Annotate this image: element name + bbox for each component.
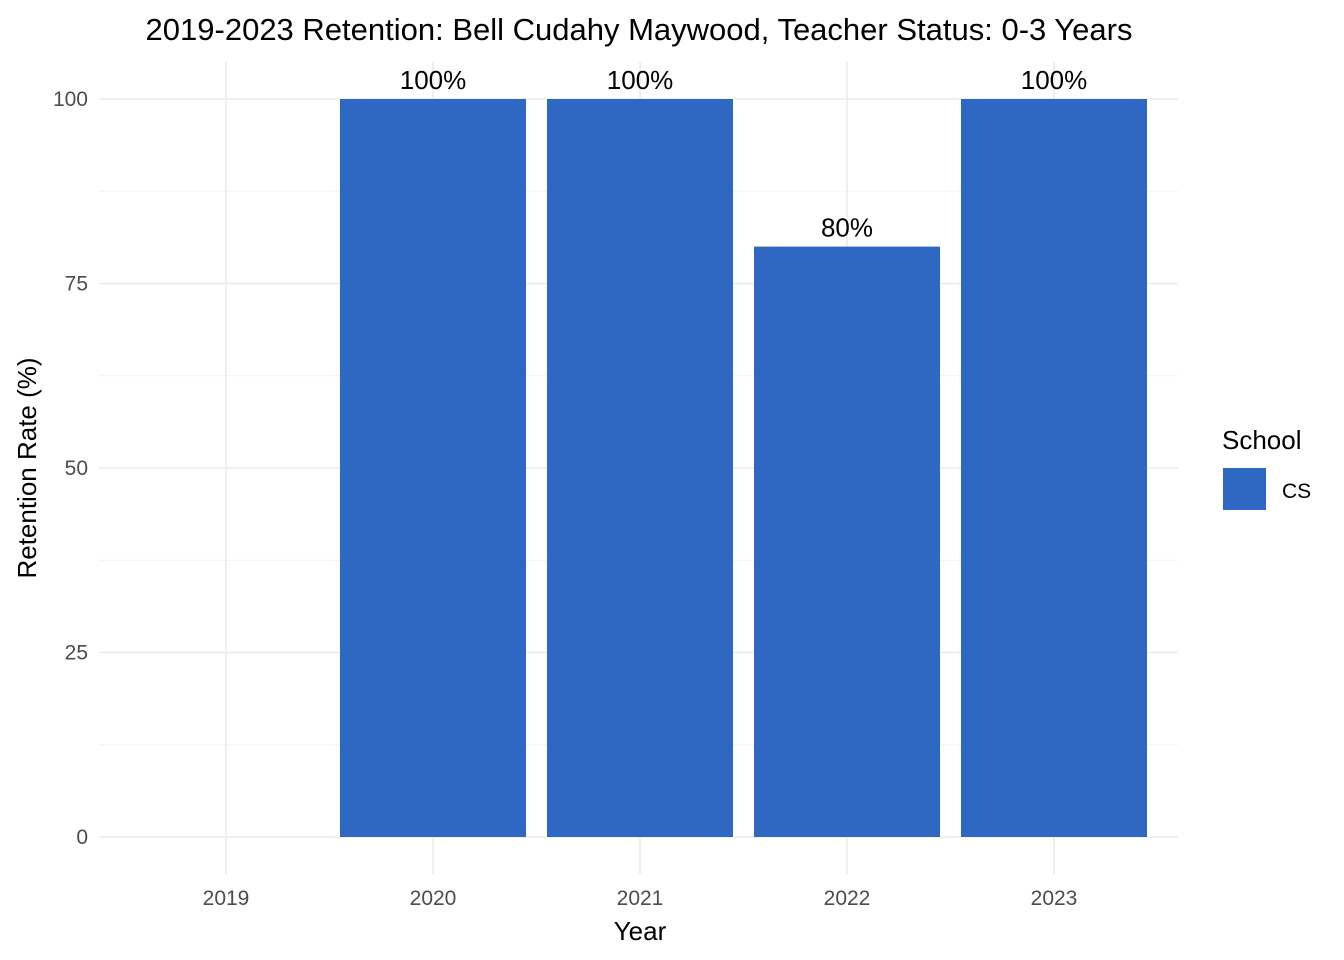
data-label-2020: 100% (400, 65, 467, 95)
data-label-2021: 100% (607, 65, 674, 95)
y-axis-title: Retention Rate (%) (12, 357, 42, 578)
bars (340, 99, 1147, 838)
y-tick-label: 50 (65, 457, 88, 480)
x-tick-label: 2023 (1031, 887, 1078, 910)
y-tick-label: 0 (76, 826, 88, 849)
bar-2021 (547, 99, 733, 837)
legend: School CS (1222, 425, 1311, 510)
x-tick-label: 2020 (410, 887, 457, 910)
legend-swatch-cs (1223, 468, 1266, 510)
y-axis-ticks: 0 25 50 75 100 (53, 88, 88, 849)
data-label-2023: 100% (1021, 65, 1088, 95)
y-tick-label: 75 (65, 273, 88, 296)
y-tick-label: 25 (65, 642, 88, 665)
y-tick-label: 100 (53, 88, 88, 111)
x-axis-title: Year (614, 916, 667, 946)
bar-2022 (754, 246, 940, 838)
data-label-2022: 80% (821, 213, 873, 243)
legend-label-cs: CS (1282, 480, 1311, 503)
x-tick-label: 2021 (617, 887, 664, 910)
data-labels: 100% 100% 80% 100% (400, 65, 1088, 243)
chart-title: 2019-2023 Retention: Bell Cudahy Maywood… (146, 12, 1133, 47)
legend-title: School (1222, 425, 1302, 455)
bar-2020 (340, 99, 526, 837)
x-tick-label: 2022 (824, 887, 871, 910)
bar-2023 (961, 99, 1147, 837)
x-tick-label: 2019 (203, 887, 250, 910)
x-axis-ticks: 2019 2020 2021 2022 2023 (203, 887, 1078, 910)
